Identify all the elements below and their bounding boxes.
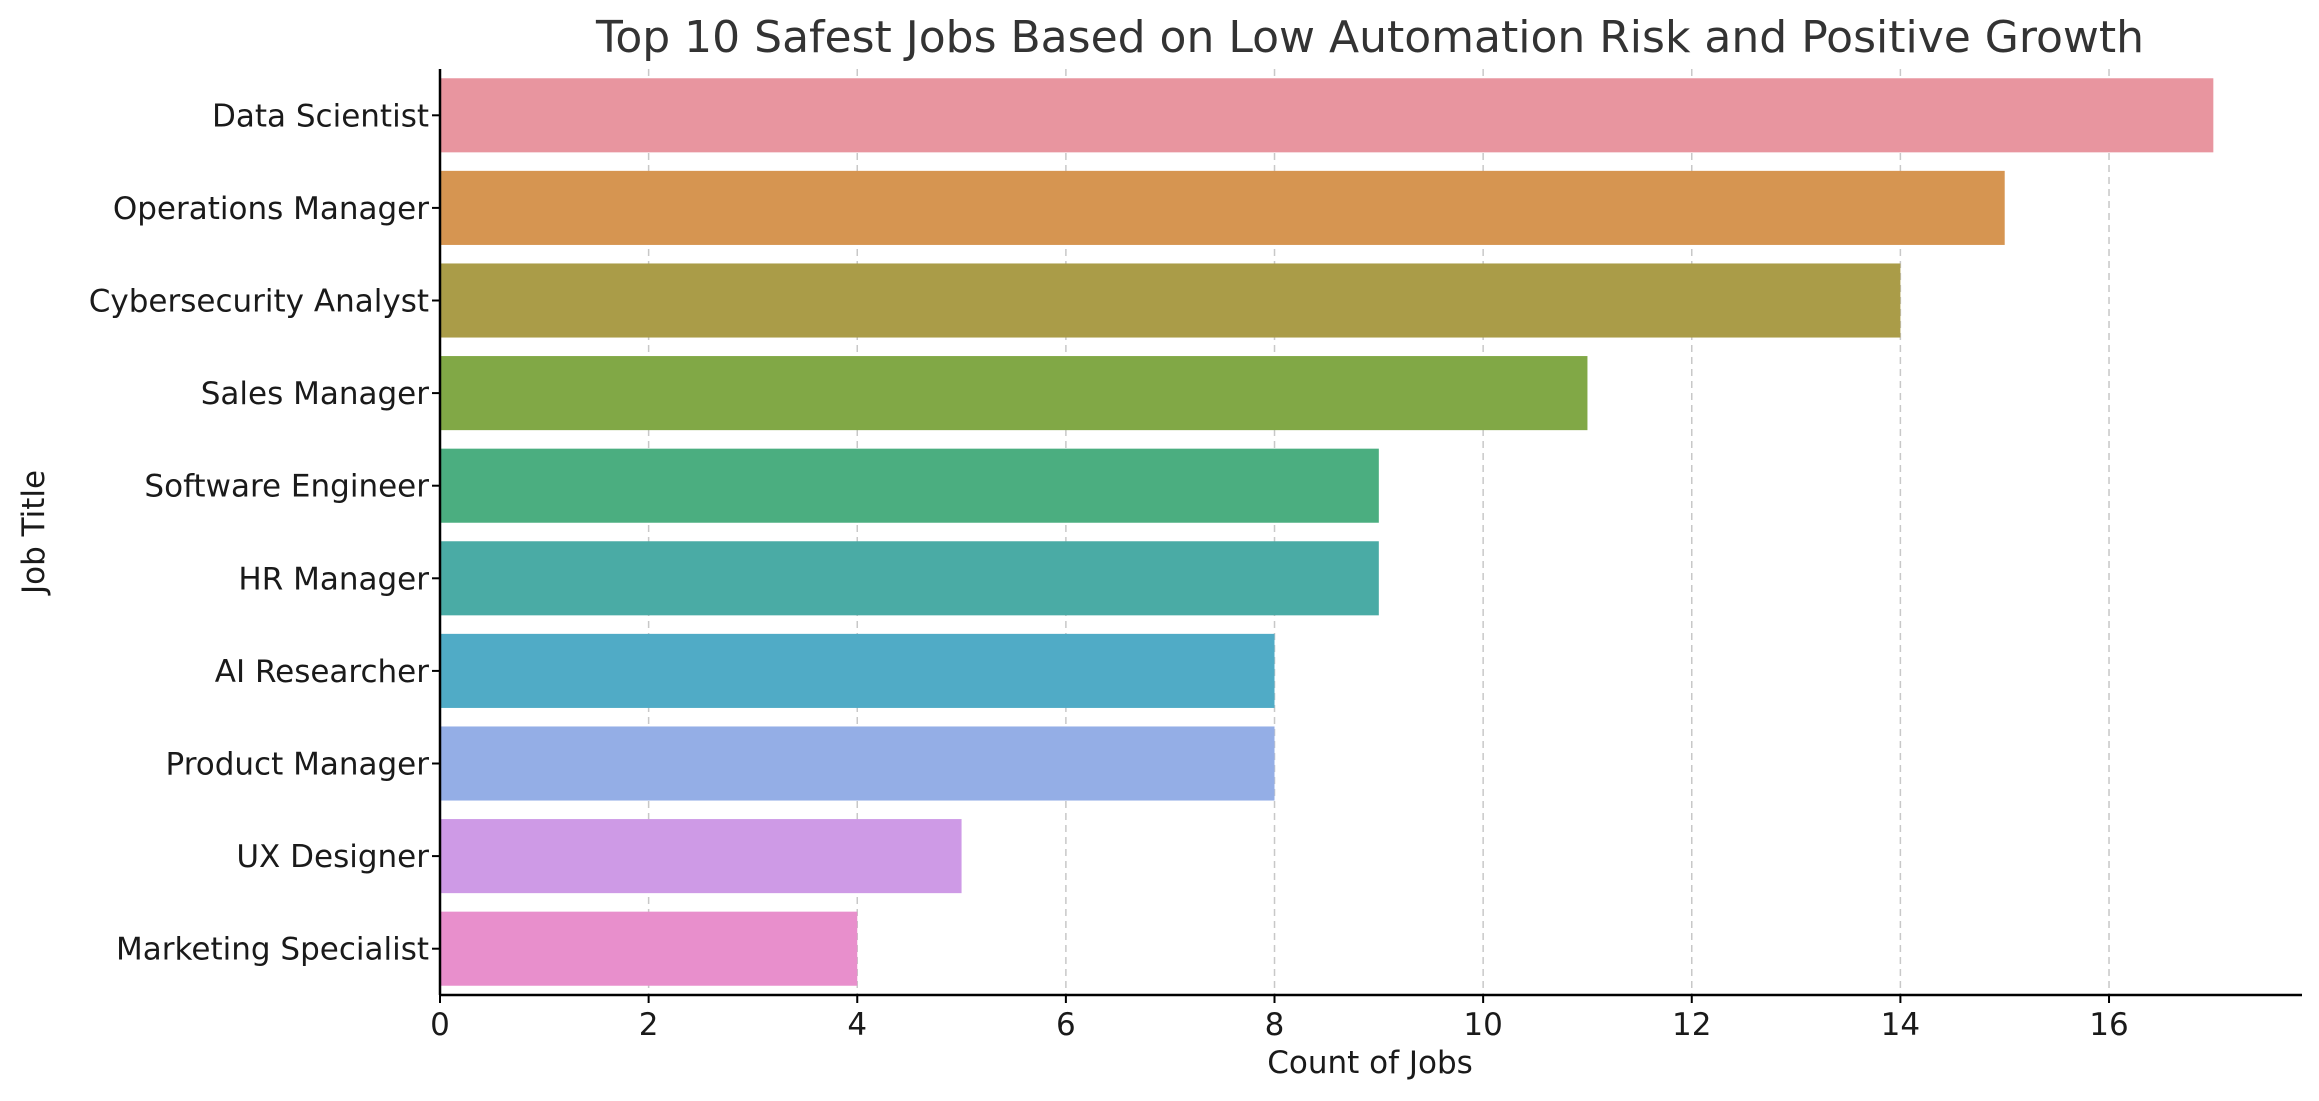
x-tick-label: 16 xyxy=(2089,1007,2128,1043)
x-tick-label: 12 xyxy=(1672,1007,1711,1043)
bar xyxy=(440,356,1588,431)
x-tick-label: 14 xyxy=(1881,1007,1920,1043)
bar xyxy=(440,911,858,986)
x-tick-label: 4 xyxy=(847,1007,867,1043)
x-tick-label: 6 xyxy=(1056,1007,1076,1043)
y-tick-label: Cybersecurity Analyst xyxy=(89,284,429,320)
axes xyxy=(438,69,2302,997)
x-tick-label: 8 xyxy=(1265,1007,1285,1043)
y-tick-label: AI Researcher xyxy=(215,654,429,690)
x-tick-label: 10 xyxy=(1463,1007,1502,1043)
bar xyxy=(440,170,2005,245)
x-axis-label: Count of Jobs xyxy=(1267,1045,1473,1081)
bar xyxy=(440,541,1379,616)
y-axis-label: Job Title xyxy=(16,470,52,596)
chart-title: Top 10 Safest Jobs Based on Low Automati… xyxy=(595,12,2144,63)
y-tick-label: Sales Manager xyxy=(201,376,430,412)
bar xyxy=(440,633,1275,708)
y-tick-label: Marketing Specialist xyxy=(116,932,429,968)
bars xyxy=(440,78,2214,986)
bar xyxy=(440,448,1379,523)
bar xyxy=(440,263,1901,338)
x-tick-labels: 0 2 4 6 8 10 12 14 16 xyxy=(430,995,2129,1043)
bar xyxy=(440,819,962,894)
x-tick-label: 2 xyxy=(639,1007,659,1043)
y-tick-label: Product Manager xyxy=(166,747,430,783)
bar xyxy=(440,78,2214,153)
y-tick-label: Data Scientist xyxy=(212,98,429,134)
y-tick-label: UX Designer xyxy=(236,839,429,875)
bar xyxy=(440,726,1275,801)
y-tick-label: Operations Manager xyxy=(113,191,429,227)
x-tick-label: 0 xyxy=(430,1007,450,1043)
y-tick-label: Software Engineer xyxy=(144,469,429,505)
y-tick-label: HR Manager xyxy=(238,561,429,597)
y-tick-labels: Data Scientist Operations Manager Cybersec… xyxy=(89,98,440,968)
